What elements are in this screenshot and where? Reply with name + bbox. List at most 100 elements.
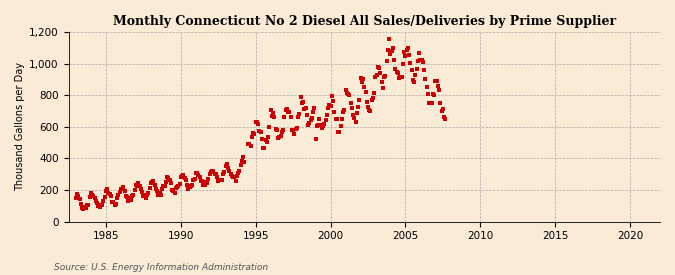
Point [420,77,431,81]
Point [286,128,297,132]
Point [284,109,295,114]
Point [369,91,379,95]
Point [330,116,341,121]
Point [109,202,120,207]
Point [327,93,338,98]
Point [415,57,426,62]
Point [78,207,89,211]
Point [411,67,422,72]
Point [118,185,129,189]
Point [309,106,320,110]
Point [232,174,242,178]
Point [269,115,280,119]
Point [305,117,316,122]
Point [199,183,210,187]
Point [370,75,381,79]
Point [402,46,413,50]
Point [221,162,232,167]
Point [99,195,110,199]
Point [186,184,196,188]
Point [275,134,286,138]
Title: Monthly Connecticut No 2 Diesel All Sales/Deliveries by Prime Supplier: Monthly Connecticut No 2 Diesel All Sale… [113,15,616,28]
Point [277,130,288,134]
Point [105,194,116,199]
Point [300,106,311,110]
Point [176,175,186,179]
Point [234,169,245,173]
Point [180,178,191,182]
Point [393,71,404,76]
Point [196,179,207,183]
Point [418,60,429,64]
Point [122,195,132,199]
Point [344,93,354,97]
Point [274,135,285,140]
Point [414,51,425,55]
Point [236,159,247,163]
Point [239,160,250,164]
Point [345,101,356,105]
Point [342,91,352,96]
Point [385,52,396,57]
Point [418,68,429,73]
Point [374,66,385,71]
Point [265,108,276,113]
Point [138,194,148,198]
Point [229,175,240,180]
Point [261,140,272,144]
Point [416,58,427,63]
Point [362,104,373,109]
Point [88,194,99,198]
Point [188,178,198,183]
Point [325,103,336,108]
Point [386,49,397,54]
Point [311,124,322,128]
Point [142,193,153,197]
Point [146,181,157,185]
Point [149,183,160,188]
Point [71,196,82,200]
Point [95,205,105,209]
Point [334,130,345,134]
Point [194,175,205,180]
Point [84,195,95,200]
Point [320,118,331,122]
Point [427,92,438,97]
Point [377,85,388,90]
Point [333,130,344,134]
Point [335,124,346,128]
Point [433,84,443,89]
Point [105,191,115,196]
Point [377,80,387,84]
Point [395,75,406,79]
Point [430,79,441,84]
Point [400,54,411,58]
Point [289,132,300,136]
Point [373,64,383,69]
Point [217,178,227,183]
Point [440,117,451,121]
Point [273,136,284,141]
Point [390,67,401,71]
Point [355,75,366,80]
Point [163,176,173,180]
Point [121,193,132,198]
Point [294,111,305,116]
Point [136,186,146,191]
Point [127,194,138,198]
Point [277,128,288,132]
Point [329,110,340,115]
Point [173,183,184,188]
Point [238,155,248,159]
Point [424,101,435,105]
Point [308,109,319,114]
Point [171,185,182,189]
Point [298,100,308,104]
Point [421,85,432,89]
Point [152,188,163,193]
Point [133,181,144,185]
Point [169,191,180,195]
Point [192,170,202,175]
Point [126,198,136,203]
Point [360,90,371,94]
